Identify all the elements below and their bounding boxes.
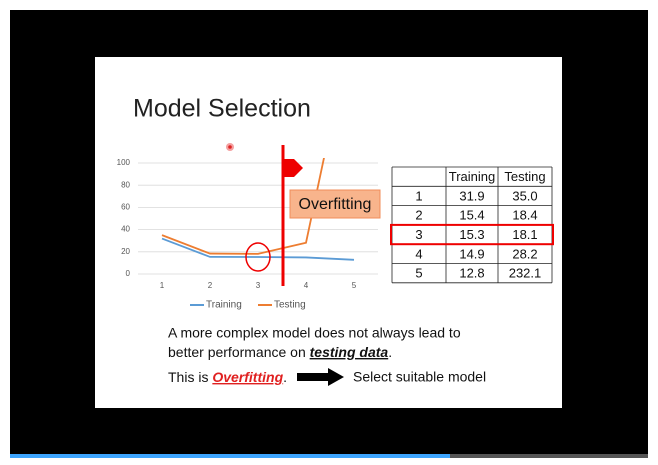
table-cell: 28.2 (512, 246, 537, 261)
table-cell: 35.0 (512, 188, 537, 203)
table-cell: 18.1 (512, 227, 537, 242)
table-header: Testing (504, 169, 545, 184)
x-tick-label: 3 (256, 281, 261, 290)
cursor-dot-center (228, 145, 232, 149)
y-tick-label: 80 (121, 180, 130, 189)
table-cell: 5 (415, 266, 422, 281)
text-line: A more complex model does not always lea… (168, 325, 461, 341)
table-cell: 18.4 (512, 208, 537, 223)
chart: 0 20 40 60 80 100 1 2 3 4 5 Training Testing (117, 158, 378, 311)
table-cell: 15.4 (459, 208, 484, 223)
slide-title: Model Selection (133, 95, 311, 123)
emphasis: Overfitting (212, 369, 283, 385)
y-tick-label: 100 (117, 158, 131, 167)
slide (95, 57, 562, 408)
x-tick-label: 4 (304, 281, 309, 290)
text: This is (168, 369, 212, 385)
text: better performance on (168, 344, 310, 360)
emphasis: testing data (310, 344, 389, 360)
y-tick-label: 20 (121, 247, 130, 256)
arrow (297, 368, 344, 386)
y-tick-label: 40 (121, 225, 130, 234)
text-line: This is Overfitting. (168, 369, 287, 385)
table-cell: 15.3 (459, 227, 484, 242)
table-cell: 3 (415, 227, 422, 242)
text: . (283, 369, 287, 385)
table-header: Training (449, 169, 495, 184)
legend-label: Testing (274, 300, 306, 311)
x-tick-label: 5 (352, 281, 357, 290)
table-cell: 12.8 (459, 266, 484, 281)
table-cell: 31.9 (459, 188, 484, 203)
x-tick-label: 1 (160, 281, 165, 290)
progress-played (10, 454, 450, 458)
highlight-circle (245, 242, 271, 272)
row-highlight (390, 223, 554, 246)
table-cell: 14.9 (459, 246, 484, 261)
legend-label: Training (206, 300, 242, 311)
annotation-box (289, 189, 381, 219)
series-line (161, 237, 355, 261)
table-cell: 1 (415, 188, 422, 203)
cutoff-arrow (283, 159, 303, 177)
series-line (161, 158, 325, 255)
x-tick-label: 2 (208, 281, 213, 290)
table-cell: 2 (415, 208, 422, 223)
table: Training Testing 1 31.9 35.0 2 15.4 18.4 3 15.3 18… (390, 166, 554, 284)
arrow-text: Select suitable model (353, 369, 486, 385)
text: . (388, 344, 392, 360)
y-tick-label: 0 (126, 269, 131, 278)
table-cell: 4 (415, 246, 422, 261)
text-line: better performance on testing data. (168, 344, 392, 360)
y-tick-label: 60 (121, 203, 130, 212)
annotation: Overfitting (299, 196, 372, 213)
table-cell: 232.1 (509, 266, 542, 281)
